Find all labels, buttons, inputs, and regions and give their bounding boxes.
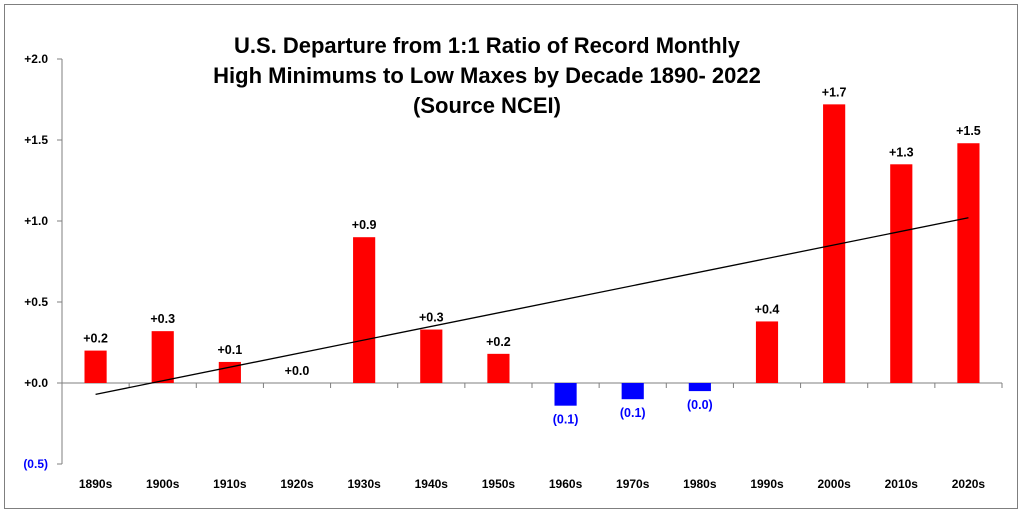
data-label: +0.3 [150,312,175,326]
data-label: +0.3 [419,311,444,325]
data-label: +0.0 [285,364,310,378]
data-label: (0.1) [553,413,579,427]
data-label: +1.5 [956,124,981,138]
x-tick-label: 1910s [213,477,247,491]
x-tick-label: 1950s [482,477,516,491]
bar [688,383,711,392]
y-tick-label: +1.0 [24,214,48,228]
bar [151,331,174,383]
x-tick-label: 1930s [347,477,381,491]
x-tick-label: 1990s [750,477,784,491]
bar [755,321,779,383]
x-tick-label: 1970s [616,477,650,491]
bar [957,143,980,383]
chart-title: U.S. Departure from 1:1 Ratio of Record … [213,33,761,118]
data-label: +0.2 [83,332,108,346]
bar [218,361,241,383]
x-tick-label: 2020s [952,477,986,491]
title-line-3: (Source NCEI) [413,93,561,118]
bar [353,237,376,383]
y-tick-label: +0.5 [24,295,48,309]
x-tick-labels: 1890s 1900s 1910s 1920s 1930s 1940s 1950s 1960s… [79,477,986,491]
chart-frame [4,4,1018,509]
title-line-2: High Minimums to Low Maxes by Decade 189… [213,63,761,88]
x-tick-label: 1900s [146,477,180,491]
x-tick-label: 1920s [280,477,314,491]
y-tick-label: +1.5 [24,133,48,147]
y-tick-label: +2.0 [24,52,48,66]
x-tick-label: 2000s [817,477,851,491]
y-tick-label: (0.5) [23,457,48,471]
y-tick-label: +0.0 [24,376,48,390]
data-labels: +0.2 +0.3 +0.1 +0.0 +0.9 +0.3 +0.2 (0.1) (0.1) (0… [83,85,981,426]
y-tick-labels: +2.0 +1.5 +1.0 +0.5 +0.0 (0.5) [23,52,48,471]
axes [57,58,1003,465]
bar [554,383,577,406]
bar [823,104,846,384]
data-label: (0.1) [620,406,646,420]
data-label: +1.3 [889,145,914,159]
data-label: (0.0) [687,398,713,412]
data-label: +0.9 [352,218,377,232]
bars [84,104,980,406]
bar [621,383,644,400]
bar [487,353,510,383]
x-tick-label: 1890s [79,477,113,491]
x-tick-label: 2010s [885,477,919,491]
trendline-line [95,217,969,395]
x-tick-label: 1960s [549,477,583,491]
bar [420,329,443,383]
x-tick-label: 1980s [683,477,717,491]
data-label: +1.7 [822,85,847,99]
trendline [95,217,969,395]
data-label: +0.2 [486,335,511,349]
bar [890,164,913,383]
data-label: +0.1 [218,343,243,357]
title-line-1: U.S. Departure from 1:1 Ratio of Record … [234,33,741,58]
data-label: +0.4 [755,302,780,316]
x-tick-label: 1940s [415,477,449,491]
bar [84,350,107,383]
